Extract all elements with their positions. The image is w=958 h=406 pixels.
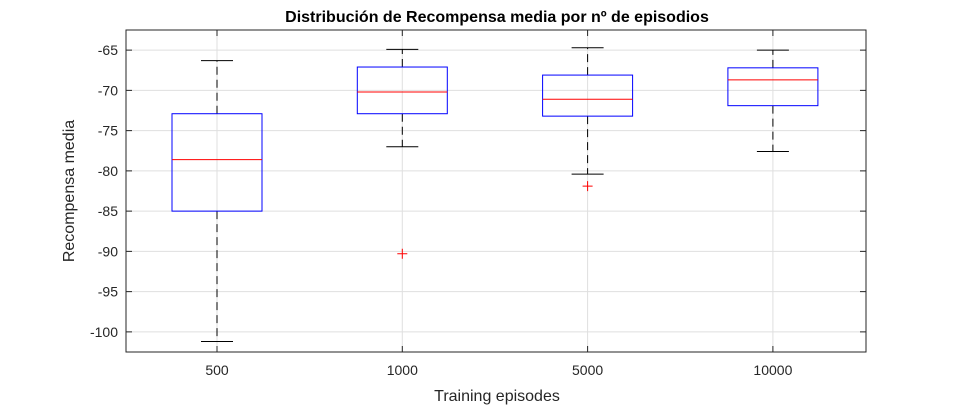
y-tick-label: -90 [98, 243, 118, 259]
box-iqr [542, 74, 634, 117]
box-iqr [727, 67, 819, 107]
y-tick-label: -95 [98, 284, 118, 300]
outlier-marker [582, 181, 593, 192]
y-tick-label: -75 [98, 123, 118, 139]
y-axis-label: Recompensa media [61, 120, 78, 262]
x-tick-label: 10000 [753, 362, 792, 378]
y-tick-label: -85 [98, 203, 118, 219]
x-tick-label: 5000 [572, 362, 603, 378]
x-axis-label: Training episodes [434, 388, 560, 405]
box-iqr [356, 66, 448, 115]
y-tick-label: -100 [90, 324, 118, 340]
plot-area: -100 -95 -90 -85 -80 -75 -70 -65 500 1000 5000 1000… [90, 29, 867, 378]
x-tick-label: 500 [205, 362, 229, 378]
axes-frame [125, 29, 867, 353]
y-tick-label: -65 [98, 42, 118, 58]
y-tick-label: -70 [98, 82, 118, 98]
chart-title: Distribución de Recompensa media por nº … [285, 9, 709, 26]
x-tick-label: 1000 [387, 362, 418, 378]
y-tick-label: -80 [98, 163, 118, 179]
outlier-marker [397, 248, 408, 259]
box-iqr [171, 113, 263, 212]
